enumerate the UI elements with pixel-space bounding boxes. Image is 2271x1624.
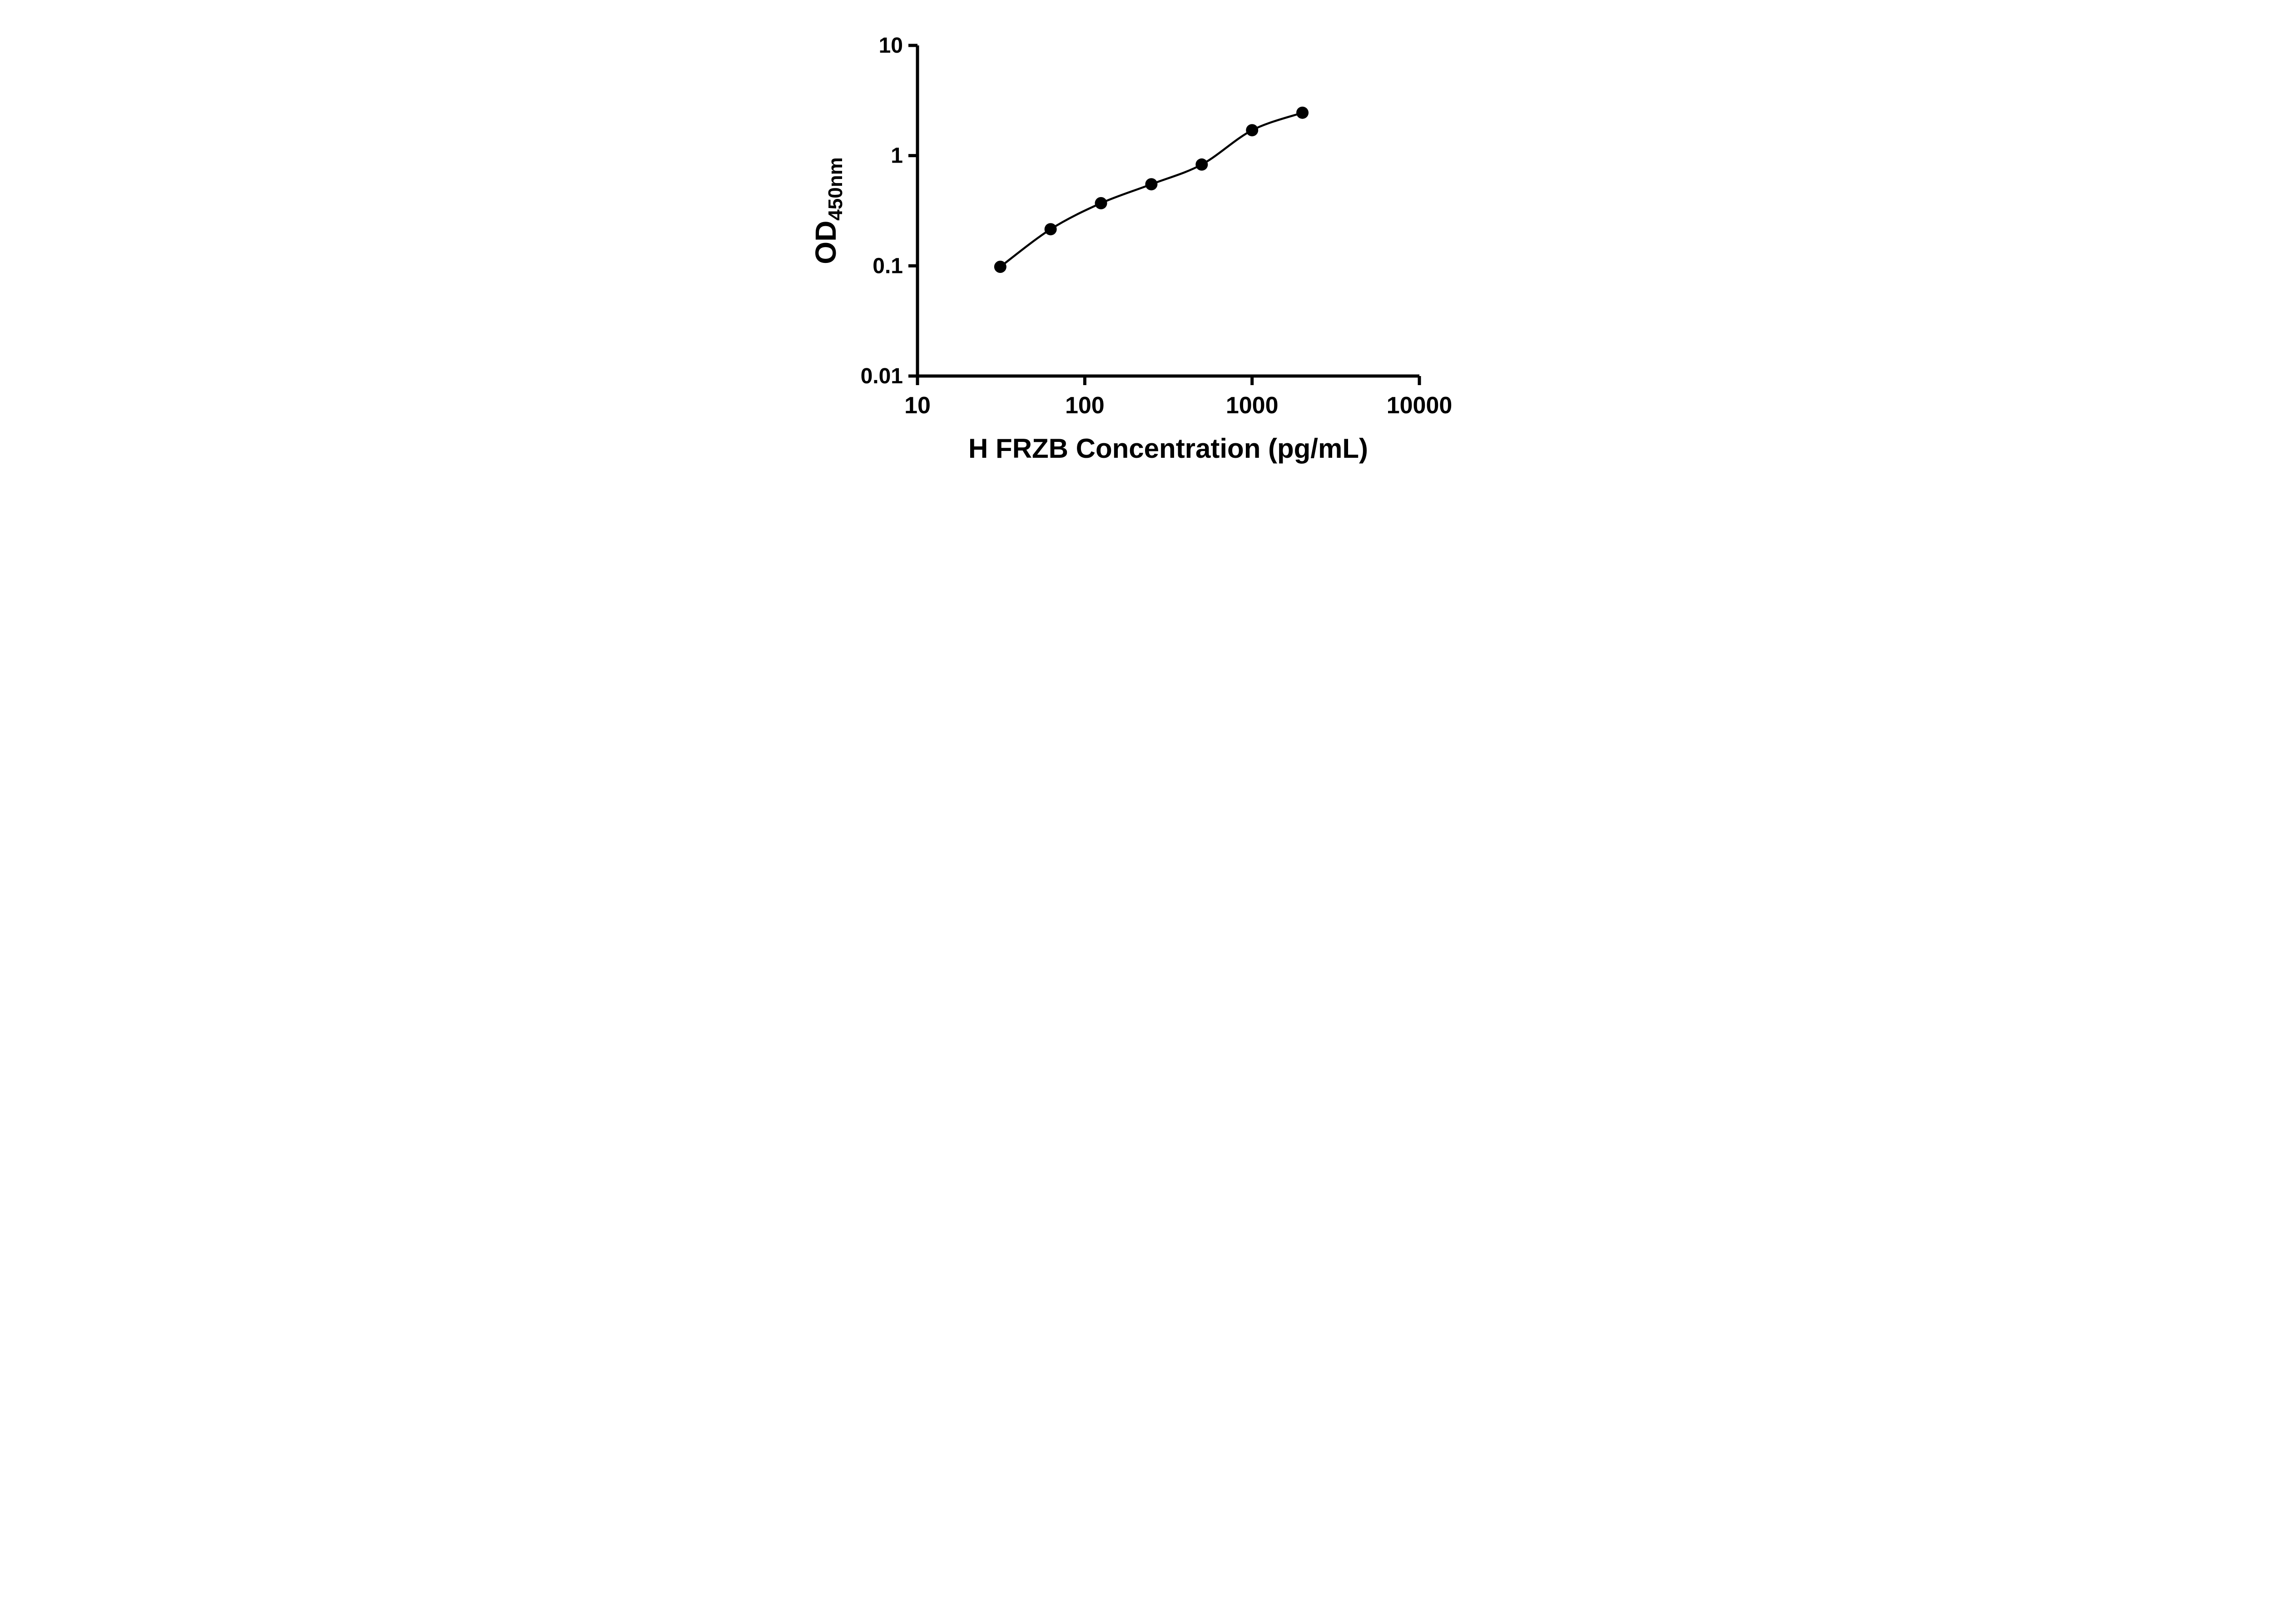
axes [916, 45, 1419, 378]
data-points [994, 106, 1309, 273]
y-axis-title: OD450nm [809, 157, 847, 264]
x-tick-label: 10 [904, 392, 931, 419]
y-axis-title-text: OD450nm [809, 157, 847, 264]
axis-tick-labels: 10 100 1000 10000 10 1 0.1 0.01 [861, 34, 1453, 419]
data-point [1296, 106, 1309, 119]
x-tick-label: 1000 [1226, 392, 1279, 419]
x-tick-label: 10000 [1387, 392, 1453, 419]
data-point [1246, 124, 1259, 137]
data-point [1044, 223, 1057, 236]
data-point [1195, 158, 1208, 171]
chart-canvas: 10 100 1000 10000 10 1 0.1 0.01 H FRZB Concentr… [783, 0, 1488, 487]
axis-lines [916, 45, 1419, 378]
y-tick-label: 0.01 [861, 364, 903, 388]
data-point [1145, 178, 1158, 191]
y-axis-title-main: OD [809, 221, 842, 264]
y-tick-label: 1 [891, 144, 903, 168]
y-tick-label: 10 [879, 34, 903, 58]
elisa-standard-curve-figure: 10 100 1000 10000 10 1 0.1 0.01 H FRZB Concentr… [783, 0, 1488, 487]
data-point [1095, 197, 1107, 209]
x-tick-label: 100 [1065, 392, 1105, 419]
data-point [994, 261, 1007, 273]
axis-ticks [908, 44, 1421, 385]
y-axis-title-subscript: 450nm [824, 157, 847, 220]
page: 10 100 1000 10000 10 1 0.1 0.01 H FRZB Concentr… [783, 0, 1488, 487]
y-tick-label: 0.1 [873, 254, 903, 278]
x-axis-title: H FRZB Concentration (pg/mL) [968, 433, 1368, 464]
